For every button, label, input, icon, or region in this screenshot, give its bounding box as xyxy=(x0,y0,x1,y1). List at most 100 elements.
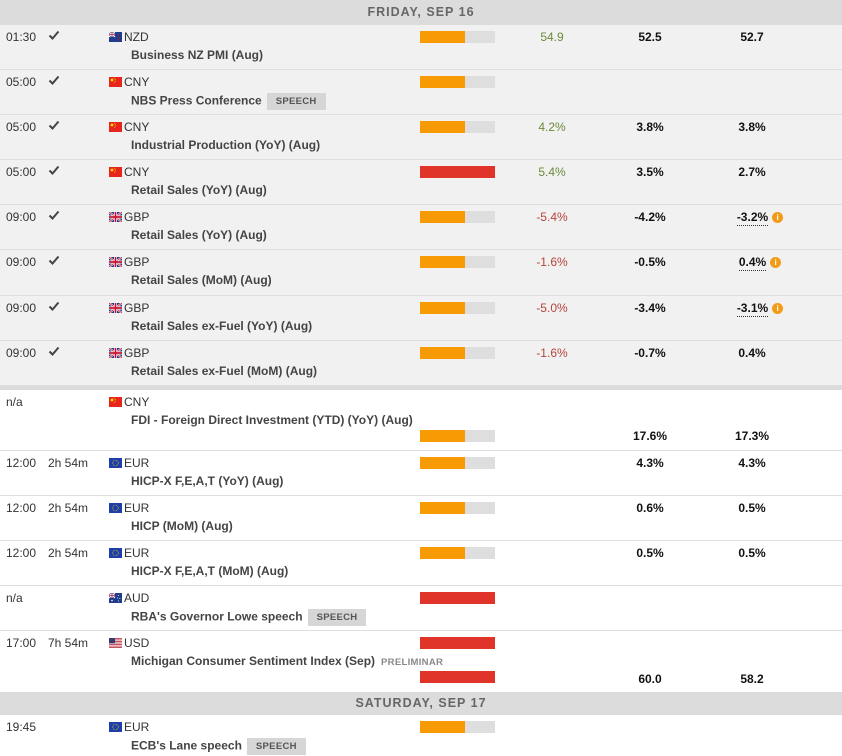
event-name[interactable]: Retail Sales ex-Fuel (YoY) (Aug) xyxy=(131,319,313,333)
event-name-cell[interactable]: FDI - Foreign Direct Investment (YTD) (Y… xyxy=(131,413,413,427)
us-flag-icon xyxy=(109,637,122,648)
event-name[interactable]: RBA's Governor Lowe speech xyxy=(131,609,303,624)
event-name-cell[interactable]: Retail Sales ex-Fuel (MoM) (Aug) xyxy=(131,364,317,378)
event-name-cell[interactable]: Retail Sales (MoM) (Aug) xyxy=(131,273,272,287)
event-name-cell[interactable]: HICP (MoM) (Aug) xyxy=(131,519,233,533)
day-header-friday: FRIDAY, SEP 16 xyxy=(0,0,842,25)
event-row[interactable]: n/a CNY FDI - Foreign Direct Investment (Y… xyxy=(0,390,842,451)
event-name[interactable]: Michigan Consumer Sentiment Index (Sep) xyxy=(131,654,376,668)
event-row[interactable]: 12:00 2h 54m EUR HICP-X F,E,A,T (YoY) (Aug)… xyxy=(0,451,842,496)
event-name-cell[interactable]: Retail Sales (YoY) (Aug) xyxy=(131,228,267,242)
event-name-cell[interactable]: ECB's Lane speech SPEECH xyxy=(131,738,306,755)
previous-value: 4.3% xyxy=(738,456,766,470)
event-name-cell[interactable]: Business NZ PMI (Aug) xyxy=(131,48,263,62)
event-row[interactable]: 09:00 GBP Retail Sales ex-Fuel (YoY) (Aug)… xyxy=(0,296,842,341)
previous-value: 0.5% xyxy=(738,546,766,560)
event-name-cell[interactable]: NBS Press Conference SPEECH xyxy=(131,93,326,110)
forecast-value: -0.7% xyxy=(634,346,666,360)
event-row[interactable]: 12:00 2h 54m EUR HICP (MoM) (Aug) 0.6% 0.5% xyxy=(0,496,842,541)
event-row[interactable]: 19:45 EUR ECB's Lane speech SPEECH xyxy=(0,715,842,756)
event-time: 05:00 xyxy=(6,75,37,89)
previous-value: 0.4% xyxy=(738,255,767,271)
check-icon xyxy=(47,163,61,177)
event-time: 09:00 xyxy=(6,255,37,269)
event-time: 12:00 xyxy=(6,456,37,470)
event-name[interactable]: HICP-X F,E,A,T (YoY) (Aug) xyxy=(131,474,284,488)
event-time: 09:00 xyxy=(6,301,37,315)
previous-value: 17.3% xyxy=(734,429,770,443)
event-name-cell[interactable]: Retail Sales (YoY) (Aug) xyxy=(131,183,267,197)
previous-value: 58.2 xyxy=(740,672,764,686)
event-time: 01:30 xyxy=(6,30,37,44)
event-row[interactable]: 09:00 GBP Retail Sales (MoM) (Aug) -1.6% -0.… xyxy=(0,250,842,296)
event-row[interactable]: 05:00 CNY NBS Press Conference SPEECH xyxy=(0,70,842,115)
event-currency: NZD xyxy=(124,30,149,44)
event-row[interactable]: 17:00 7h 54m USD Michigan Consumer Sentimen… xyxy=(0,631,842,692)
event-row[interactable]: 05:00 CNY Retail Sales (YoY) (Aug) 5.4% 3.5%… xyxy=(0,160,842,205)
event-currency: GBP xyxy=(124,210,150,224)
event-name[interactable]: Industrial Production (YoY) (Aug) xyxy=(131,138,321,152)
actual-value: -1.6% xyxy=(536,346,568,360)
previous-value: 3.8% xyxy=(738,120,766,134)
event-row[interactable]: 05:00 CNY Industrial Production (YoY) (Aug… xyxy=(0,115,842,160)
previous-value: -3.1% xyxy=(736,301,769,317)
event-name[interactable]: HICP (MoM) (Aug) xyxy=(131,519,233,533)
forecast-value: -0.5% xyxy=(634,255,666,269)
event-name-cell[interactable]: HICP-X F,E,A,T (MoM) (Aug) xyxy=(131,564,288,578)
previous-value-cell[interactable]: -3.2% i xyxy=(720,210,800,226)
check-icon xyxy=(47,118,61,132)
event-time: 19:45 xyxy=(6,720,37,734)
event-currency: GBP xyxy=(124,346,150,360)
preliminary-tag: PRELIMINAR xyxy=(381,657,444,668)
event-time: 12:00 xyxy=(6,501,37,515)
check-icon xyxy=(47,253,61,267)
event-currency: GBP xyxy=(124,301,150,315)
eu-flag-icon xyxy=(109,721,122,732)
previous-value-cell: 17.3% xyxy=(712,429,792,443)
event-row[interactable]: 09:00 GBP Retail Sales ex-Fuel (MoM) (Aug)… xyxy=(0,341,842,386)
event-name[interactable]: Retail Sales ex-Fuel (MoM) (Aug) xyxy=(131,364,318,378)
gb-flag-icon xyxy=(108,347,123,359)
impact-bar xyxy=(420,256,495,268)
info-icon[interactable]: i xyxy=(772,303,784,315)
event-time: 17:00 xyxy=(6,636,37,650)
impact-bar-fill xyxy=(420,31,465,43)
event-name[interactable]: HICP-X F,E,A,T (MoM) (Aug) xyxy=(131,564,289,578)
speech-badge: SPEECH xyxy=(307,609,367,626)
event-row[interactable]: 01:30 NZD Business NZ PMI (Aug) 54.9 52.5 52.… xyxy=(0,25,842,70)
event-name[interactable]: Retail Sales (MoM) (Aug) xyxy=(131,273,272,287)
previous-value: 0.5% xyxy=(738,501,766,515)
event-time: n/a xyxy=(6,395,23,409)
event-name[interactable]: NBS Press Conference xyxy=(131,93,262,108)
impact-bar-fill xyxy=(420,302,465,314)
event-name[interactable]: Retail Sales (YoY) (Aug) xyxy=(131,228,267,242)
event-currency: CNY xyxy=(124,165,150,179)
now-divider xyxy=(0,386,842,390)
event-name-cell[interactable]: Industrial Production (YoY) (Aug) xyxy=(131,138,320,152)
event-name-cell[interactable]: RBA's Governor Lowe speech SPEECH xyxy=(131,609,367,626)
impact-bar-fill xyxy=(420,592,495,604)
event-name-cell[interactable]: Retail Sales ex-Fuel (YoY) (Aug) xyxy=(131,319,312,333)
event-name[interactable]: Retail Sales (YoY) (Aug) xyxy=(131,183,267,197)
impact-bar xyxy=(420,166,495,178)
event-name-cell[interactable]: HICP-X F,E,A,T (YoY) (Aug) xyxy=(131,474,283,488)
previous-value-cell[interactable]: -3.1% i xyxy=(720,301,800,317)
event-row[interactable]: 12:00 2h 54m EUR HICP-X F,E,A,T (MoM) (Aug)… xyxy=(0,541,842,586)
previous-value-cell[interactable]: 0.4% i xyxy=(720,255,800,271)
info-icon[interactable]: i xyxy=(772,212,784,224)
actual-value: -5.0% xyxy=(536,301,568,315)
event-name[interactable]: FDI - Foreign Direct Investment (YTD) (Y… xyxy=(131,413,413,427)
event-time: 12:00 xyxy=(6,546,37,560)
previous-value: -3.2% xyxy=(736,210,769,226)
actual-value: 54.9 xyxy=(540,30,564,44)
event-name[interactable]: ECB's Lane speech xyxy=(131,738,242,753)
event-row[interactable]: 09:00 GBP Retail Sales (YoY) (Aug) -5.4% -4.… xyxy=(0,205,842,250)
check-icon xyxy=(47,299,61,313)
impact-bar-fill xyxy=(420,637,495,649)
info-icon[interactable]: i xyxy=(770,257,782,269)
event-name[interactable]: Business NZ PMI (Aug) xyxy=(131,48,264,62)
impact-bar xyxy=(420,637,495,649)
event-name-cell[interactable]: Michigan Consumer Sentiment Index (Sep) P… xyxy=(131,654,443,668)
event-currency: CNY xyxy=(124,395,150,409)
event-row[interactable]: n/a AUD RBA's Governor Lowe speech SPEECH xyxy=(0,586,842,631)
